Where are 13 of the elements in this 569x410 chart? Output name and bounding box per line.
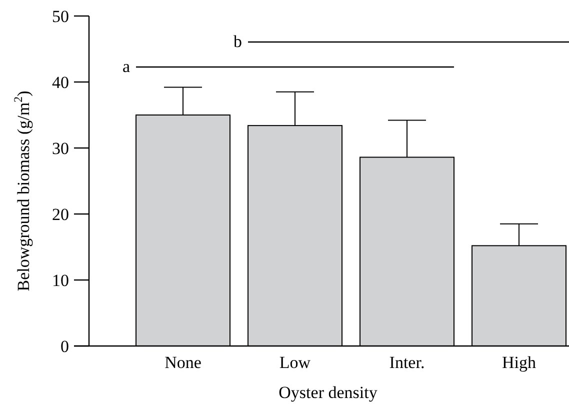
x-axis-title: Oyster density <box>278 383 378 402</box>
y-tick-label: 40 <box>52 73 69 92</box>
x-tick-label: Inter. <box>389 353 425 372</box>
x-tick-label: Low <box>279 353 312 372</box>
annotation: a <box>122 57 130 76</box>
x-tick-label: None <box>164 353 202 372</box>
y-tick-label: 0 <box>60 337 69 356</box>
annotation: b <box>234 32 242 51</box>
y-tick-label: 50 <box>52 7 69 26</box>
y-tick-label: 10 <box>52 271 69 290</box>
y-tick-label: 30 <box>52 139 69 158</box>
x-tick-label: High <box>502 353 536 372</box>
y-tick-label: 20 <box>52 205 69 224</box>
